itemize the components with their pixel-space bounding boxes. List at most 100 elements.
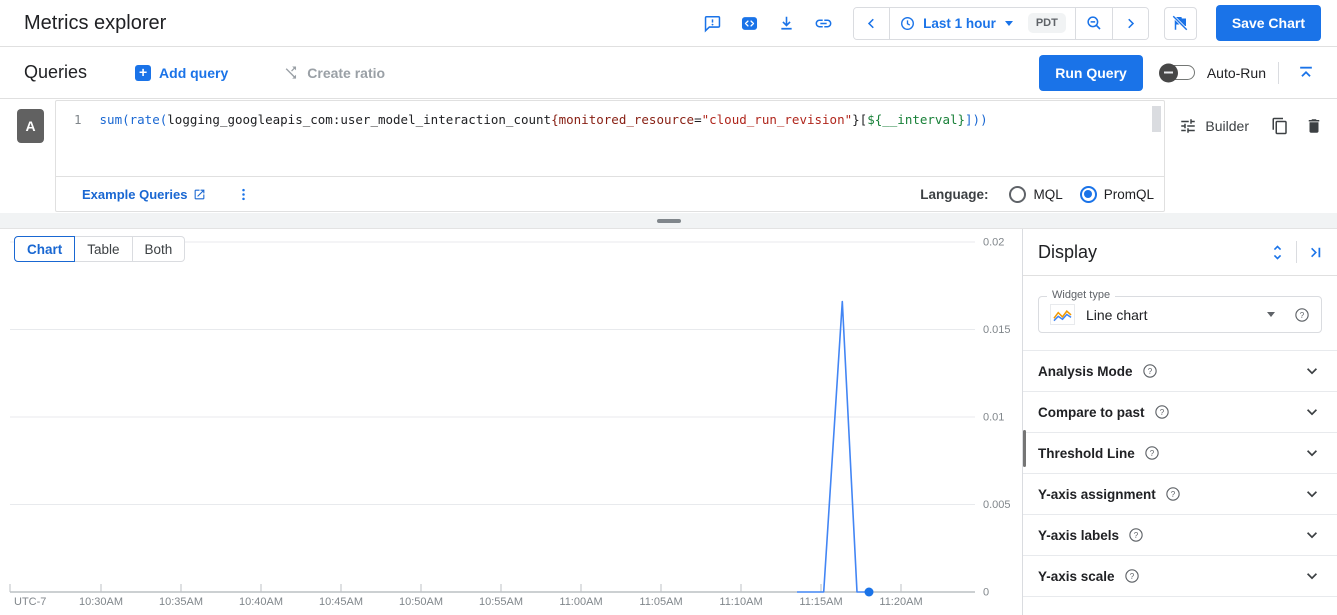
header-actions: Last 1 hour PDT Save Chart xyxy=(697,5,1321,41)
panel-scrollbar[interactable] xyxy=(1023,430,1026,467)
view-tab-chart[interactable]: Chart xyxy=(14,236,76,262)
svg-text:?: ? xyxy=(1159,408,1164,417)
code-icon xyxy=(741,16,757,30)
chevron-left-icon xyxy=(867,18,874,28)
query-editor-area: A 1 sum(rate(logging_googleapis_com:user… xyxy=(0,99,1337,213)
language-option-mql[interactable]: MQL xyxy=(1009,185,1063,203)
chevron-right-icon xyxy=(1128,18,1134,28)
chevron-down-icon xyxy=(1307,573,1317,580)
collapse-right-icon xyxy=(1311,247,1321,257)
help-icon[interactable]: ? xyxy=(1128,527,1144,543)
run-query-button[interactable]: Run Query xyxy=(1039,54,1143,91)
display-title: Display xyxy=(1038,241,1098,262)
language-label: Language: xyxy=(920,186,989,202)
annotations-off-icon xyxy=(1172,14,1189,32)
queries-toolbar-right: Run Query Auto-Run xyxy=(1039,54,1321,91)
query-overflow-menu-button[interactable] xyxy=(234,185,253,204)
radio-icon xyxy=(1079,185,1097,203)
expand-sections-button[interactable] xyxy=(1268,243,1287,262)
zoom-out-button[interactable] xyxy=(1074,7,1112,39)
promql-query-text: sum(rate(logging_googleapis_com:user_mod… xyxy=(99,112,988,127)
svg-text:10:45AM: 10:45AM xyxy=(319,596,363,608)
display-section-y-axis-labels[interactable]: Y-axis labels? xyxy=(1023,514,1337,555)
time-range-value: Last 1 hour xyxy=(923,15,996,31)
section-label: Y-axis scale xyxy=(1038,568,1115,584)
delete-query-button[interactable] xyxy=(1305,117,1323,135)
help-icon[interactable]: ? xyxy=(1165,486,1181,502)
widget-type-label: Widget type xyxy=(1047,289,1116,301)
editor-scrollbar[interactable] xyxy=(1152,106,1161,132)
view-tab-both[interactable]: Both xyxy=(132,236,186,262)
help-icon[interactable]: ? xyxy=(1142,363,1158,379)
display-sections: Analysis Mode? Compare to past? Threshold … xyxy=(1023,350,1337,597)
svg-text:11:10AM: 11:10AM xyxy=(719,596,762,608)
help-icon[interactable]: ? xyxy=(1144,445,1160,461)
help-icon[interactable]: ? xyxy=(1154,404,1170,420)
display-section-analysis-mode[interactable]: Analysis Mode? xyxy=(1023,350,1337,391)
promql-query-input[interactable]: 1 sum(rate(logging_googleapis_com:user_m… xyxy=(56,101,1164,176)
chevron-down-icon xyxy=(1004,20,1013,26)
help-icon[interactable]: ? xyxy=(1124,568,1140,584)
share-link-button[interactable] xyxy=(808,8,838,38)
svg-text:11:15AM: 11:15AM xyxy=(799,596,842,608)
display-panel: Display Widget type Line chart ? xyxy=(1022,229,1337,615)
open-in-new-icon xyxy=(194,189,204,199)
chevron-down-icon xyxy=(1307,368,1317,375)
svg-text:11:00AM: 11:00AM xyxy=(559,596,602,608)
svg-text:0.02: 0.02 xyxy=(983,237,1004,249)
time-forward-button[interactable] xyxy=(1111,7,1148,39)
toggle-annotations-button[interactable] xyxy=(1163,6,1197,40)
display-section-y-axis-assignment[interactable]: Y-axis assignment? xyxy=(1023,473,1337,514)
collapse-panel-button[interactable] xyxy=(1306,243,1325,262)
svg-text:10:50AM: 10:50AM xyxy=(399,596,443,608)
display-section-y-axis-scale[interactable]: Y-axis scale? xyxy=(1023,555,1337,596)
section-label: Y-axis assignment xyxy=(1038,486,1156,502)
create-ratio-button[interactable]: Create ratio xyxy=(276,63,391,82)
svg-text:?: ? xyxy=(1129,572,1134,581)
create-ratio-icon xyxy=(285,66,297,79)
plus-icon: + xyxy=(135,64,152,81)
svg-text:?: ? xyxy=(1134,531,1139,540)
metrics-line-chart[interactable]: 0 0.005 0.01 0.015 0.02 10:30AM 10:35AM 10:40AM… xyxy=(0,229,1022,615)
display-section-compare-to-past[interactable]: Compare to past? xyxy=(1023,391,1337,432)
view-tab-table[interactable]: Table xyxy=(75,236,133,262)
trash-icon xyxy=(1308,119,1320,133)
chevron-down-icon xyxy=(1307,409,1317,416)
help-icon[interactable]: ? xyxy=(1294,307,1310,323)
svg-text:UTC-7: UTC-7 xyxy=(14,596,46,608)
display-section-threshold-line[interactable]: Threshold Line? xyxy=(1023,432,1337,473)
page-title: Metrics explorer xyxy=(24,11,167,34)
save-chart-button[interactable]: Save Chart xyxy=(1215,5,1321,41)
collapse-queries-button[interactable] xyxy=(1291,58,1321,88)
duplicate-query-button[interactable] xyxy=(1271,117,1289,135)
divider xyxy=(1278,61,1279,84)
display-panel-header: Display xyxy=(1023,229,1337,276)
example-queries-link[interactable]: Example Queries xyxy=(76,186,212,203)
svg-text:?: ? xyxy=(1150,449,1155,458)
svg-text:0.005: 0.005 xyxy=(983,499,1011,511)
feedback-icon xyxy=(704,15,720,32)
svg-text:11:05AM: 11:05AM xyxy=(639,596,682,608)
language-option-promql[interactable]: PromQL xyxy=(1079,185,1154,203)
feedback-button[interactable] xyxy=(697,8,727,38)
queries-title: Queries xyxy=(24,62,88,82)
svg-text:?: ? xyxy=(1300,310,1305,319)
add-query-button[interactable]: + Add query xyxy=(129,64,234,82)
builder-toggle-button[interactable]: Builder xyxy=(1173,116,1255,136)
section-label: Analysis Mode xyxy=(1038,363,1133,379)
code-view-button[interactable] xyxy=(734,8,764,38)
download-button[interactable] xyxy=(771,8,801,38)
time-back-button[interactable] xyxy=(854,7,890,39)
widget-type-select[interactable]: Widget type Line chart ? xyxy=(1038,289,1322,333)
time-range-selector[interactable]: Last 1 hour PDT xyxy=(889,7,1075,39)
line-number: 1 xyxy=(74,112,82,127)
auto-run-toggle[interactable] xyxy=(1158,63,1195,82)
svg-text:?: ? xyxy=(1147,367,1152,376)
chevron-down-icon xyxy=(1307,532,1317,539)
panel-resize-handle[interactable] xyxy=(0,213,1337,229)
widget-type-value: Line chart xyxy=(1086,306,1148,323)
header: Metrics explorer Last 1 hour xyxy=(0,0,1337,47)
svg-text:10:55AM: 10:55AM xyxy=(479,596,523,608)
line-chart-thumbnail-icon xyxy=(1050,304,1075,325)
